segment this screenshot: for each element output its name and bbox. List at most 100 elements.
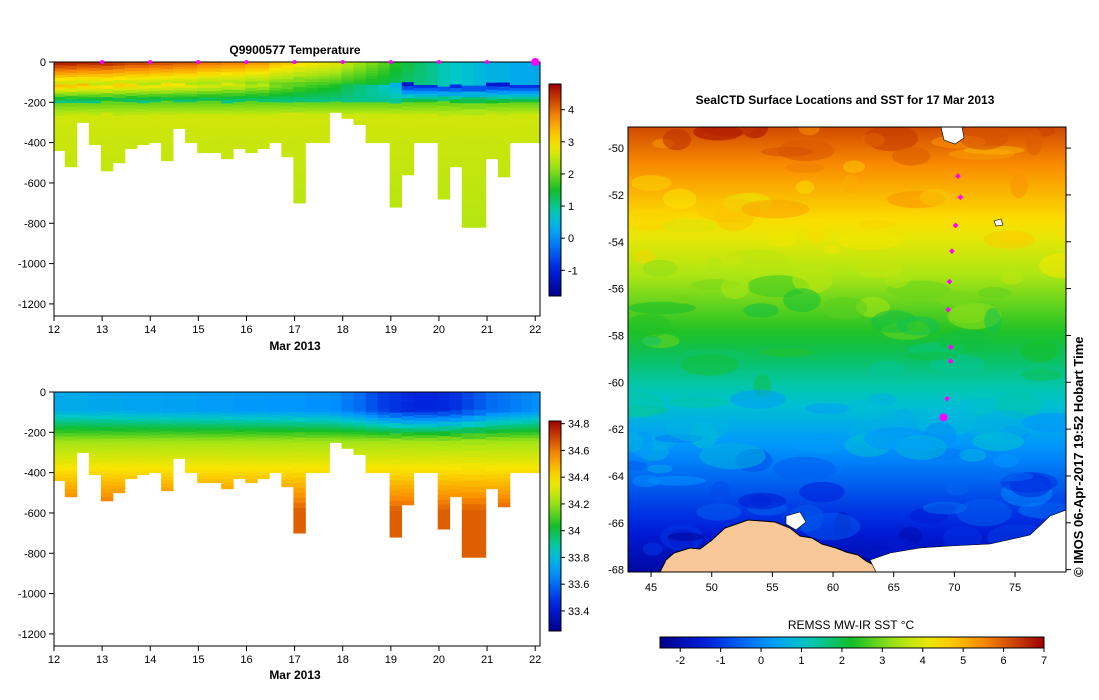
section-cell	[293, 77, 306, 83]
track-point	[949, 248, 955, 254]
section-cell	[305, 90, 318, 95]
section-cell	[269, 458, 282, 462]
section-cell	[377, 87, 390, 92]
section-cell	[149, 87, 162, 92]
section-cell	[305, 76, 318, 80]
section-cell	[509, 128, 523, 132]
section-cell	[401, 86, 415, 91]
section-cell	[317, 397, 330, 402]
section-cell	[54, 392, 66, 396]
section-cell	[245, 91, 258, 95]
section-cell	[112, 435, 126, 440]
section-cell	[317, 136, 330, 141]
section-cell	[161, 395, 174, 400]
track-point	[947, 344, 954, 350]
section-cell	[149, 99, 162, 103]
salinity-y-tick-label: -600	[24, 508, 46, 520]
section-cell	[365, 82, 378, 86]
section-cell	[76, 120, 90, 123]
section-cell	[281, 65, 294, 70]
section-cell	[185, 128, 198, 132]
sst-y-tick-label: -68	[608, 565, 624, 577]
section-cell	[137, 141, 150, 146]
section-cell	[173, 73, 186, 77]
section-cell	[185, 441, 198, 445]
section-cell	[532, 394, 541, 399]
section-cell	[137, 442, 150, 446]
section-cell	[353, 434, 366, 437]
section-cell	[161, 483, 174, 488]
section-cell	[54, 84, 66, 88]
section-cell	[317, 435, 330, 439]
section-cell	[497, 94, 511, 100]
temperature-x-tick-label: 22	[529, 324, 541, 336]
section-cell	[281, 466, 294, 471]
section-cell	[233, 77, 246, 81]
section-cell	[497, 90, 511, 96]
section-cell	[54, 112, 66, 117]
section-cell	[413, 87, 427, 92]
section-cell	[413, 99, 427, 103]
section-cell	[209, 398, 222, 403]
section-cell	[149, 90, 162, 95]
section-cell	[221, 423, 234, 427]
section-cell	[161, 114, 174, 119]
section-cell	[401, 78, 415, 83]
section-cell	[341, 62, 354, 65]
section-cell	[377, 134, 390, 138]
section-cell	[269, 394, 282, 399]
section-cell	[341, 444, 354, 447]
sst-patch	[759, 348, 815, 357]
section-cell	[54, 452, 66, 456]
section-cell	[532, 455, 541, 459]
section-cell	[353, 117, 366, 121]
section-cell	[413, 70, 427, 74]
section-cell	[473, 403, 487, 411]
section-cell	[305, 466, 318, 471]
section-cell	[509, 102, 523, 106]
section-cell	[413, 119, 427, 123]
sst-patch	[783, 288, 821, 313]
section-cell	[76, 107, 90, 110]
section-cell	[329, 429, 342, 432]
section-cell	[209, 81, 222, 85]
section-cell	[437, 179, 451, 185]
section-cell	[54, 395, 66, 399]
section-cell	[88, 412, 102, 417]
section-cell	[485, 464, 499, 469]
section-cell	[365, 70, 378, 74]
section-cell	[76, 415, 90, 419]
section-cell	[54, 420, 66, 425]
section-cell	[185, 464, 198, 468]
sst-patch	[1010, 172, 1029, 198]
section-cell	[54, 96, 66, 101]
section-cell	[149, 432, 162, 436]
section-cell	[233, 466, 246, 470]
section-cell	[209, 94, 222, 98]
section-cell	[197, 146, 210, 150]
section-cell	[293, 82, 306, 88]
sst-map-chart: SealCTD Surface Locations and SST for 17…	[608, 93, 1086, 667]
section-cell	[245, 411, 258, 415]
section-cell	[389, 392, 402, 398]
sst-patch	[857, 220, 896, 229]
section-cell	[461, 67, 475, 75]
section-cell	[389, 500, 402, 507]
section-cell	[341, 86, 354, 89]
section-cell	[281, 459, 294, 464]
temperature-x-tick-label: 17	[288, 324, 300, 336]
section-cell	[149, 102, 162, 106]
section-cell	[185, 99, 198, 103]
sst-patch	[772, 456, 836, 481]
section-cell	[532, 128, 541, 132]
section-cell	[293, 172, 306, 179]
section-cell	[329, 422, 342, 425]
section-cell	[522, 415, 534, 419]
section-cell	[293, 528, 306, 534]
section-cell	[485, 79, 499, 84]
section-cell	[64, 88, 78, 93]
section-cell	[413, 403, 427, 407]
section-cell	[64, 118, 78, 123]
section-cell	[100, 151, 114, 156]
section-cell	[88, 100, 102, 104]
